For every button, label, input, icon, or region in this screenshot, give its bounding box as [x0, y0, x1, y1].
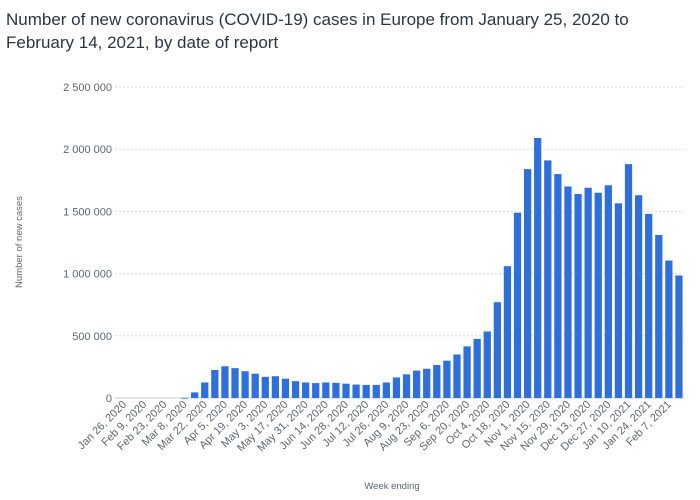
bar[interactable] [453, 354, 461, 398]
bar[interactable] [322, 382, 330, 398]
x-axis-title: Week ending [364, 481, 419, 492]
bar[interactable] [382, 382, 390, 398]
bar[interactable] [513, 212, 522, 398]
bar[interactable] [483, 331, 491, 398]
bar[interactable] [594, 192, 602, 398]
y-axis-title: Number of new cases [14, 196, 25, 288]
bar[interactable] [624, 164, 633, 398]
bar[interactable] [281, 378, 290, 398]
bar[interactable] [584, 187, 592, 398]
bar[interactable] [392, 377, 401, 398]
bar[interactable] [261, 376, 269, 398]
bar[interactable] [443, 360, 451, 398]
bar[interactable] [675, 275, 683, 398]
y-tick-label: 2 000 000 [63, 144, 112, 156]
bar[interactable] [423, 368, 431, 398]
bar[interactable] [191, 392, 199, 398]
bar[interactable] [241, 371, 249, 398]
bar[interactable] [433, 365, 441, 398]
bar[interactable] [302, 382, 310, 398]
bar[interactable] [271, 376, 280, 398]
bar[interactable] [523, 169, 532, 398]
bar[interactable] [574, 193, 582, 398]
bar[interactable] [180, 397, 189, 399]
bar[interactable] [402, 374, 411, 398]
bar[interactable] [534, 138, 542, 398]
bar[interactable] [665, 260, 673, 398]
bar[interactable] [221, 366, 229, 398]
y-tick-label: 500 000 [72, 331, 112, 343]
bar[interactable] [473, 338, 481, 398]
bars [180, 138, 683, 399]
bar[interactable] [362, 384, 370, 398]
bar[interactable] [564, 186, 572, 398]
bar[interactable] [503, 266, 512, 398]
y-tick-label: 0 [106, 393, 112, 405]
bar[interactable] [413, 370, 421, 398]
y-tick-labels: 0 500 000 1 000 000 1 500 000 2 000 000 2 500… [63, 82, 112, 405]
bar[interactable] [544, 160, 552, 398]
y-tick-label: 2 500 000 [63, 82, 112, 94]
bar[interactable] [372, 384, 380, 398]
bar[interactable] [614, 203, 623, 398]
bar[interactable] [634, 195, 643, 398]
bar[interactable] [604, 185, 612, 398]
bar[interactable] [332, 382, 340, 398]
bar[interactable] [493, 302, 501, 398]
bar[interactable] [655, 235, 663, 398]
bar[interactable] [645, 213, 653, 398]
bar[interactable] [291, 381, 300, 398]
y-tick-label: 1 500 000 [63, 206, 112, 218]
y-tick-label: 1 000 000 [63, 269, 112, 281]
chart-title: Number of new coronavirus (COVID-19) cas… [6, 10, 629, 52]
bar[interactable] [231, 368, 239, 398]
bar[interactable] [211, 370, 219, 398]
bar[interactable] [201, 382, 209, 398]
bar[interactable] [342, 383, 350, 398]
bar[interactable] [312, 383, 320, 398]
bar[interactable] [463, 346, 471, 398]
bar[interactable] [352, 384, 360, 398]
bar[interactable] [251, 373, 259, 398]
bar[interactable] [554, 174, 562, 398]
